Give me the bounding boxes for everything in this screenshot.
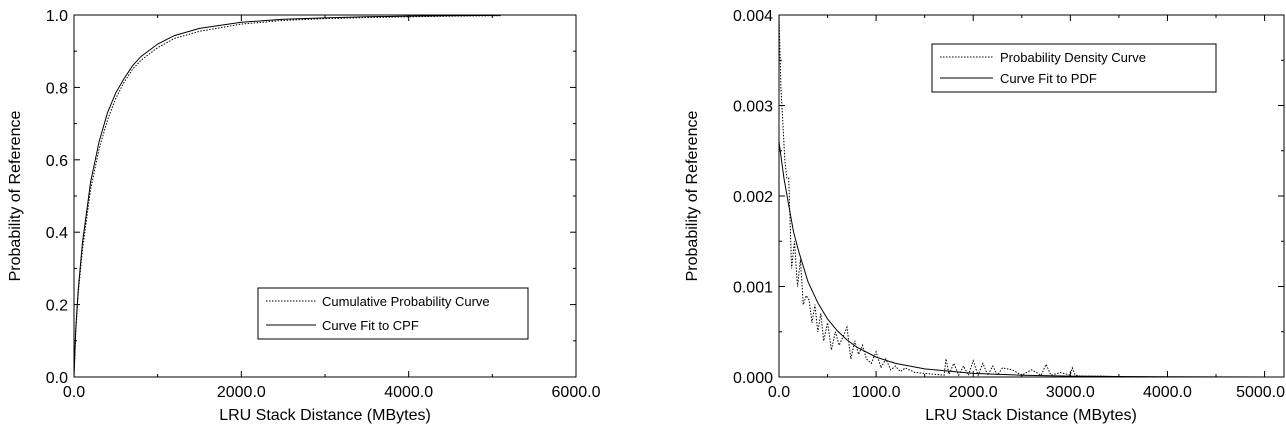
pdf-y-tick-label: 0.002 — [733, 189, 773, 206]
cpf-legend-box — [257, 287, 529, 340]
cpf-y-axis-title: Probability of Reference — [7, 111, 24, 282]
pdf-y-tick-label: 0.004 — [733, 8, 773, 25]
pdf-x-tick-label: 5000.0 — [1236, 384, 1285, 401]
pdf-legend-label-density: Probability Density Curve — [1000, 50, 1146, 65]
cpf-ticks: 0.0 2000.0 4000.0 6000.0 0.0 0.2 0.4 0.6 0.8 1.0 — [46, 8, 601, 401]
pdf-legend-label-fit: Curve Fit to PDF — [1000, 71, 1097, 86]
cpf-x-tick-label: 6000.0 — [552, 384, 601, 401]
pdf-x-tick-label: 4000.0 — [1143, 384, 1192, 401]
pdf-ticks: 0.0 1000.0 2000.0 3000.0 4000.0 5000.0 0.000 0.… — [733, 8, 1285, 401]
cpf-x-tick-label: 0.0 — [63, 384, 85, 401]
cpf-x-axis-title: LRU Stack Distance (MBytes) — [219, 407, 431, 424]
cpf-chart: 0.0 2000.0 4000.0 6000.00.00.20.40.60.81.0 … — [7, 8, 601, 424]
cpf-x-tick-label: 4000.0 — [384, 384, 433, 401]
cpf-y-tick-label: 0.2 — [46, 298, 68, 315]
cpf-series-lines — [73, 14, 501, 378]
pdf-legend-box — [931, 43, 1217, 93]
pdf-series-line-solid — [778, 141, 1275, 378]
cpf-y-tick-label: 0.8 — [46, 80, 68, 97]
pdf-x-axis-title: LRU Stack Distance (MBytes) — [925, 407, 1137, 424]
pdf-legend: Probability Density Curve Curve Fit to P… — [931, 43, 1217, 93]
pdf-series-lines — [778, 14, 1275, 378]
cpf-y-tick-label: 0.6 — [46, 153, 68, 170]
cpf-y-tick-label: 1.0 — [46, 8, 68, 25]
cpf-legend: Cumulative Probability Curve Curve Fit t… — [257, 287, 529, 340]
cpf-y-tick-label: 0.0 — [46, 370, 68, 387]
pdf-y-tick-label: 0.003 — [733, 99, 773, 116]
pdf-chart: 0.0 1000.0 2000.0 3000.0 4000.0 5000.0 0.000 0.… — [684, 8, 1285, 424]
cpf-y-tick-label: 0.4 — [46, 225, 68, 242]
pdf-x-tick-label: 1000.0 — [852, 384, 901, 401]
cpf-series-line-dotted — [73, 15, 501, 378]
cpf-x-tick-label: 2000.0 — [217, 384, 266, 401]
pdf-y-tick-label: 0.001 — [733, 280, 773, 297]
pdf-x-tick-label: 0.0 — [768, 384, 790, 401]
cpf-legend-label-cumulative: Cumulative Probability Curve — [322, 294, 490, 309]
cpf-legend-label-fit: Curve Fit to CPF — [322, 318, 419, 333]
pdf-y-axis-title: Probability of Reference — [684, 111, 701, 282]
cpf-series-line-solid — [73, 14, 501, 378]
pdf-x-tick-label: 3000.0 — [1046, 384, 1095, 401]
pdf-y-tick-label: 0.000 — [733, 370, 773, 387]
pdf-x-tick-label: 2000.0 — [949, 384, 998, 401]
